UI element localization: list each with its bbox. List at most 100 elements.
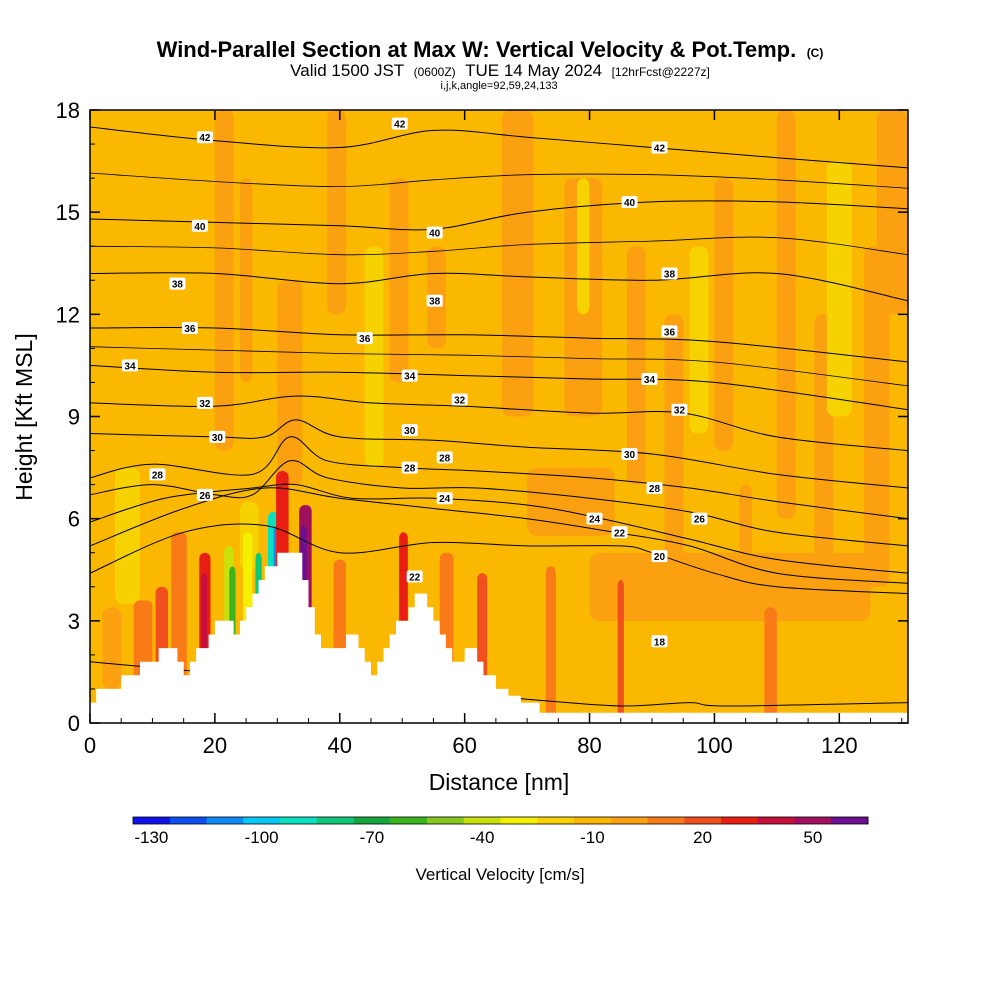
x-tick-label: 100: [696, 733, 733, 758]
y-tick-label: 15: [56, 200, 80, 225]
isentrope-label: 36: [181, 321, 198, 335]
isentrope-label: 24: [436, 492, 453, 505]
isentrope-label: 24: [586, 512, 603, 526]
svg-text:Valid 1500 JST (0600Z): Valid 1500 JST (0600Z) TUE 14 May 2024 […: [290, 61, 710, 80]
isentrope-line-20: [90, 523, 908, 595]
isentrope-label-box: [391, 117, 408, 130]
isentrope-line-22: [90, 487, 908, 584]
isentrope-label-box: [651, 550, 668, 563]
isentrope-label-text: 32: [454, 395, 466, 406]
isentrope-label-text: 28: [649, 484, 661, 495]
isentrope-label-box: [181, 321, 198, 334]
isentrope-label-box: [121, 359, 138, 372]
isentrope-label-text: 22: [409, 573, 421, 584]
isentrope-line-38: [90, 272, 908, 302]
colorbar-tick-label: -10: [580, 828, 605, 847]
weak-ascent-plume: [776, 110, 796, 519]
isentrope-label-box: [661, 325, 678, 338]
isentrope-label: 28: [436, 451, 453, 464]
isentrope-label-text: 32: [199, 399, 211, 410]
chart-title: Wind-Parallel Section at Max W: Vertical…: [157, 37, 797, 62]
colorbar-tick-label: 50: [803, 828, 822, 847]
isentrope-label-box: [169, 277, 186, 290]
isentrope-label-box: [651, 141, 668, 154]
isentrope-label-box: [646, 482, 663, 495]
isentrope-label-box: [611, 526, 628, 539]
weak-ascent-plume: [102, 607, 122, 689]
isentrope-label: 42: [391, 117, 408, 131]
isentrope-label-box: [671, 403, 688, 416]
isentrope-label: 38: [426, 294, 443, 308]
x-axis-label: Distance [nm]: [429, 769, 570, 795]
colorbar-bin: [427, 817, 465, 824]
subtitle-utc: (0600Z): [414, 65, 456, 79]
colorbar-tick-label: -40: [470, 828, 495, 847]
isentrope-contours: [90, 126, 908, 707]
y-axis-label: Height [Kft MSL]: [11, 333, 37, 500]
weak-ascent-plume: [739, 484, 752, 621]
colorbar-bin: [537, 817, 575, 824]
colorbar: [132, 816, 869, 825]
isentrope-label: 26: [196, 488, 213, 502]
colorbar-bin: [831, 817, 869, 824]
x-tick-label: 40: [328, 733, 352, 758]
isentrope-label: 20: [651, 550, 668, 563]
x-tick-label: 60: [452, 733, 476, 758]
isentrope-label-text: 28: [439, 453, 451, 464]
x-tick-label: 0: [84, 733, 96, 758]
isentrope-line-28: [90, 436, 908, 520]
isentrope-line-30: [90, 419, 908, 489]
isentrope-label-text: 28: [404, 464, 416, 475]
colorbar-tick-labels: -130 -100 -70 -40 -10 20 50: [134, 828, 822, 847]
isentrope-label-text: 38: [429, 297, 441, 308]
weak-descent-plume: [364, 246, 384, 468]
isentrope-label-box: [401, 424, 418, 437]
isentrope-label: 36: [661, 325, 678, 338]
isentrope-label-box: [426, 226, 443, 239]
svg-text:Wind-Parallel Section at Max W: Wind-Parallel Section at Max W: Vertical…: [157, 37, 824, 62]
weak-ascent-patch: [589, 552, 871, 621]
colorbar-bin: [500, 817, 538, 824]
isentrope-label-text: 40: [429, 229, 441, 240]
isentrope-label-text: 20: [654, 552, 666, 563]
isentrope-label-box: [436, 451, 453, 464]
isentrope-label-text: 40: [194, 222, 206, 233]
isentrope-label-text: 34: [404, 372, 416, 383]
isentrope-line-40: [90, 200, 908, 231]
isentrope-label: 32: [196, 396, 213, 410]
colorbar-tick-label: -100: [245, 828, 279, 847]
isentrope-label: 40: [426, 226, 443, 240]
isentrope-label: 34: [641, 373, 658, 386]
isentrope-label-box: [196, 396, 213, 409]
colorbar-bin: [610, 817, 648, 824]
isentrope-label-text: 42: [654, 143, 666, 154]
isentrope-label: 28: [401, 461, 418, 475]
chart-header: Wind-Parallel Section at Max W: Vertical…: [157, 37, 824, 92]
colorbar-bin: [353, 817, 391, 824]
isentrope-label-box: [586, 512, 603, 525]
isentrope-label-box: [691, 512, 708, 525]
chart-title-suffix: (C): [807, 46, 824, 60]
isentrope-label-box: [196, 131, 213, 144]
isentrope-label-text: 32: [674, 406, 686, 417]
isentrope-label-text: 34: [124, 361, 136, 372]
isentrope-label-box: [621, 195, 638, 208]
isentrope-label: 30: [401, 424, 418, 437]
vertical-velocity-band: [617, 579, 624, 723]
isentrope-label-box: [401, 461, 418, 474]
isentrope-line-42: [90, 126, 908, 169]
isentrope-label-text: 24: [589, 515, 601, 526]
colorbar-bin: [206, 817, 244, 824]
isentrope-label: 30: [621, 447, 638, 461]
colorbar-tick-label: 20: [693, 828, 712, 847]
isentrope-label: 30: [209, 430, 226, 444]
isentrope-label-text: 30: [624, 450, 636, 461]
isentrope-label-text: 18: [654, 637, 666, 648]
isentrope-label: 18: [651, 635, 668, 648]
grid-info-line: i,j,k,angle=92,59,24,133: [440, 80, 557, 92]
y-tick-label: 0: [68, 711, 80, 736]
isentrope-label-box: [641, 373, 658, 386]
weak-descent-plume: [114, 467, 140, 604]
isentrope-label: 38: [661, 267, 678, 280]
colorbar-tick-label: -130: [134, 828, 168, 847]
